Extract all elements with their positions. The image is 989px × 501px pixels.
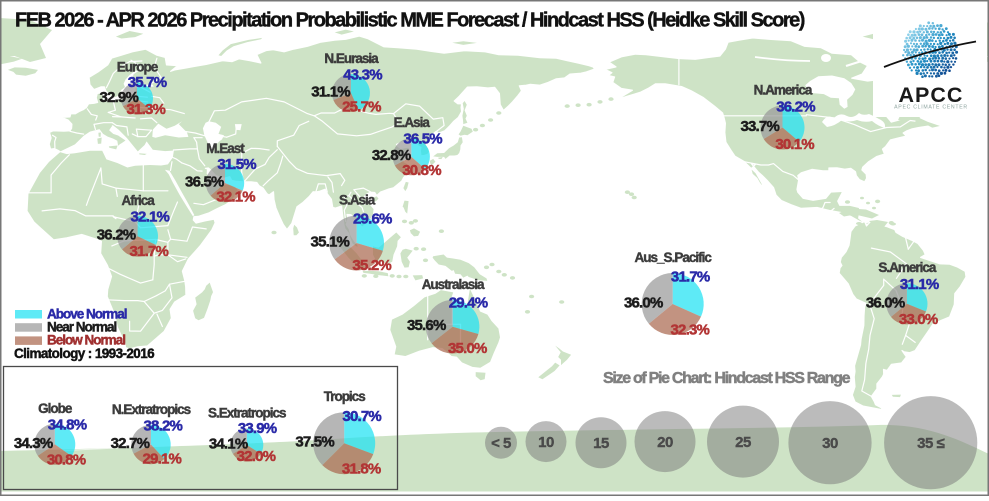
svg-text:34.1%: 34.1% <box>209 436 248 453</box>
svg-text:35.2%: 35.2% <box>352 257 391 274</box>
svg-text:30.8%: 30.8% <box>402 162 441 179</box>
svg-text:31.7%: 31.7% <box>671 269 710 286</box>
svg-text:S.Asia: S.Asia <box>339 193 376 208</box>
svg-text:FEB 2026 - APR 2026 Precipitat: FEB 2026 - APR 2026 Precipitation Probab… <box>15 10 805 32</box>
svg-text:Aus_S.Pacific: Aus_S.Pacific <box>635 250 713 265</box>
svg-text:29.6%: 29.6% <box>353 210 392 227</box>
svg-text:N.America: N.America <box>754 83 813 98</box>
svg-text:32.1%: 32.1% <box>216 189 255 206</box>
svg-text:35.1%: 35.1% <box>311 234 350 251</box>
svg-text:N.Eurasia: N.Eurasia <box>324 51 379 66</box>
svg-text:36.0%: 36.0% <box>866 294 905 311</box>
svg-text:33.9%: 33.9% <box>238 420 277 437</box>
svg-text:38.2%: 38.2% <box>144 417 183 434</box>
svg-text:Europe: Europe <box>117 60 159 75</box>
svg-text:36.0%: 36.0% <box>624 295 663 312</box>
svg-text:37.5%: 37.5% <box>295 434 334 451</box>
svg-text:33.0%: 33.0% <box>899 311 938 328</box>
svg-text:Africa: Africa <box>121 193 155 208</box>
svg-text:31.1%: 31.1% <box>311 84 350 101</box>
svg-text:M.East: M.East <box>206 141 245 156</box>
svg-text:32.1%: 32.1% <box>131 209 170 226</box>
svg-text:36.5%: 36.5% <box>185 174 224 191</box>
svg-text:30.7%: 30.7% <box>342 408 381 425</box>
svg-text:35 ≤: 35 ≤ <box>917 435 944 452</box>
svg-text:32.0%: 32.0% <box>237 448 276 465</box>
svg-text:36.2%: 36.2% <box>776 99 815 116</box>
svg-text:Climatology : 1993-2016: Climatology : 1993-2016 <box>14 346 155 361</box>
svg-text:36.2%: 36.2% <box>97 227 136 244</box>
svg-text:43.3%: 43.3% <box>343 66 382 83</box>
svg-text:30.1%: 30.1% <box>775 136 814 153</box>
svg-text:Near Normal: Near Normal <box>47 320 117 335</box>
svg-text:31.8%: 31.8% <box>342 461 381 478</box>
svg-text:32.8%: 32.8% <box>372 147 411 164</box>
svg-text:33.7%: 33.7% <box>740 118 779 135</box>
svg-text:32.7%: 32.7% <box>111 435 150 452</box>
svg-text:10: 10 <box>538 434 554 451</box>
svg-text:Above Normal: Above Normal <box>47 306 127 321</box>
svg-text:29.1%: 29.1% <box>143 451 182 468</box>
svg-text:Australasia: Australasia <box>422 277 485 292</box>
svg-text:E.Asia: E.Asia <box>394 115 431 130</box>
svg-text:25: 25 <box>735 434 751 451</box>
svg-text:34.3%: 34.3% <box>14 435 53 452</box>
svg-text:< 5: < 5 <box>491 435 511 452</box>
svg-text:15: 15 <box>593 435 609 452</box>
svg-text:35.6%: 35.6% <box>407 317 446 334</box>
svg-text:25.7%: 25.7% <box>342 99 381 116</box>
svg-text:Tropics: Tropics <box>324 389 366 404</box>
svg-text:30: 30 <box>822 435 838 452</box>
svg-text:S.Extratropics: S.Extratropics <box>208 406 286 421</box>
svg-text:30.8%: 30.8% <box>47 451 86 468</box>
svg-text:N.Extratropics: N.Extratropics <box>112 402 191 417</box>
svg-text:Size of Pie Chart: Hindcast HS: Size of Pie Chart: Hindcast HSS Range <box>603 370 851 387</box>
svg-text:32.9%: 32.9% <box>99 89 138 106</box>
svg-text:31.5%: 31.5% <box>217 156 256 173</box>
svg-text:S.America: S.America <box>878 260 937 275</box>
svg-text:36.5%: 36.5% <box>403 130 442 147</box>
svg-text:29.4%: 29.4% <box>449 294 488 311</box>
svg-text:Globe: Globe <box>38 401 73 416</box>
svg-text:Below Normal: Below Normal <box>47 333 125 348</box>
svg-text:35.0%: 35.0% <box>448 340 487 357</box>
svg-text:34.8%: 34.8% <box>48 417 87 434</box>
svg-text:31.7%: 31.7% <box>130 243 169 260</box>
svg-text:35.7%: 35.7% <box>128 74 167 91</box>
svg-text:31.1%: 31.1% <box>900 276 939 293</box>
svg-text:32.3%: 32.3% <box>671 322 710 339</box>
svg-text:20: 20 <box>657 434 673 451</box>
svg-text:31.3%: 31.3% <box>127 101 166 118</box>
svg-text:APEC CLIMATE CENTER: APEC CLIMATE CENTER <box>894 105 968 111</box>
svg-text:APCC: APCC <box>899 83 964 107</box>
